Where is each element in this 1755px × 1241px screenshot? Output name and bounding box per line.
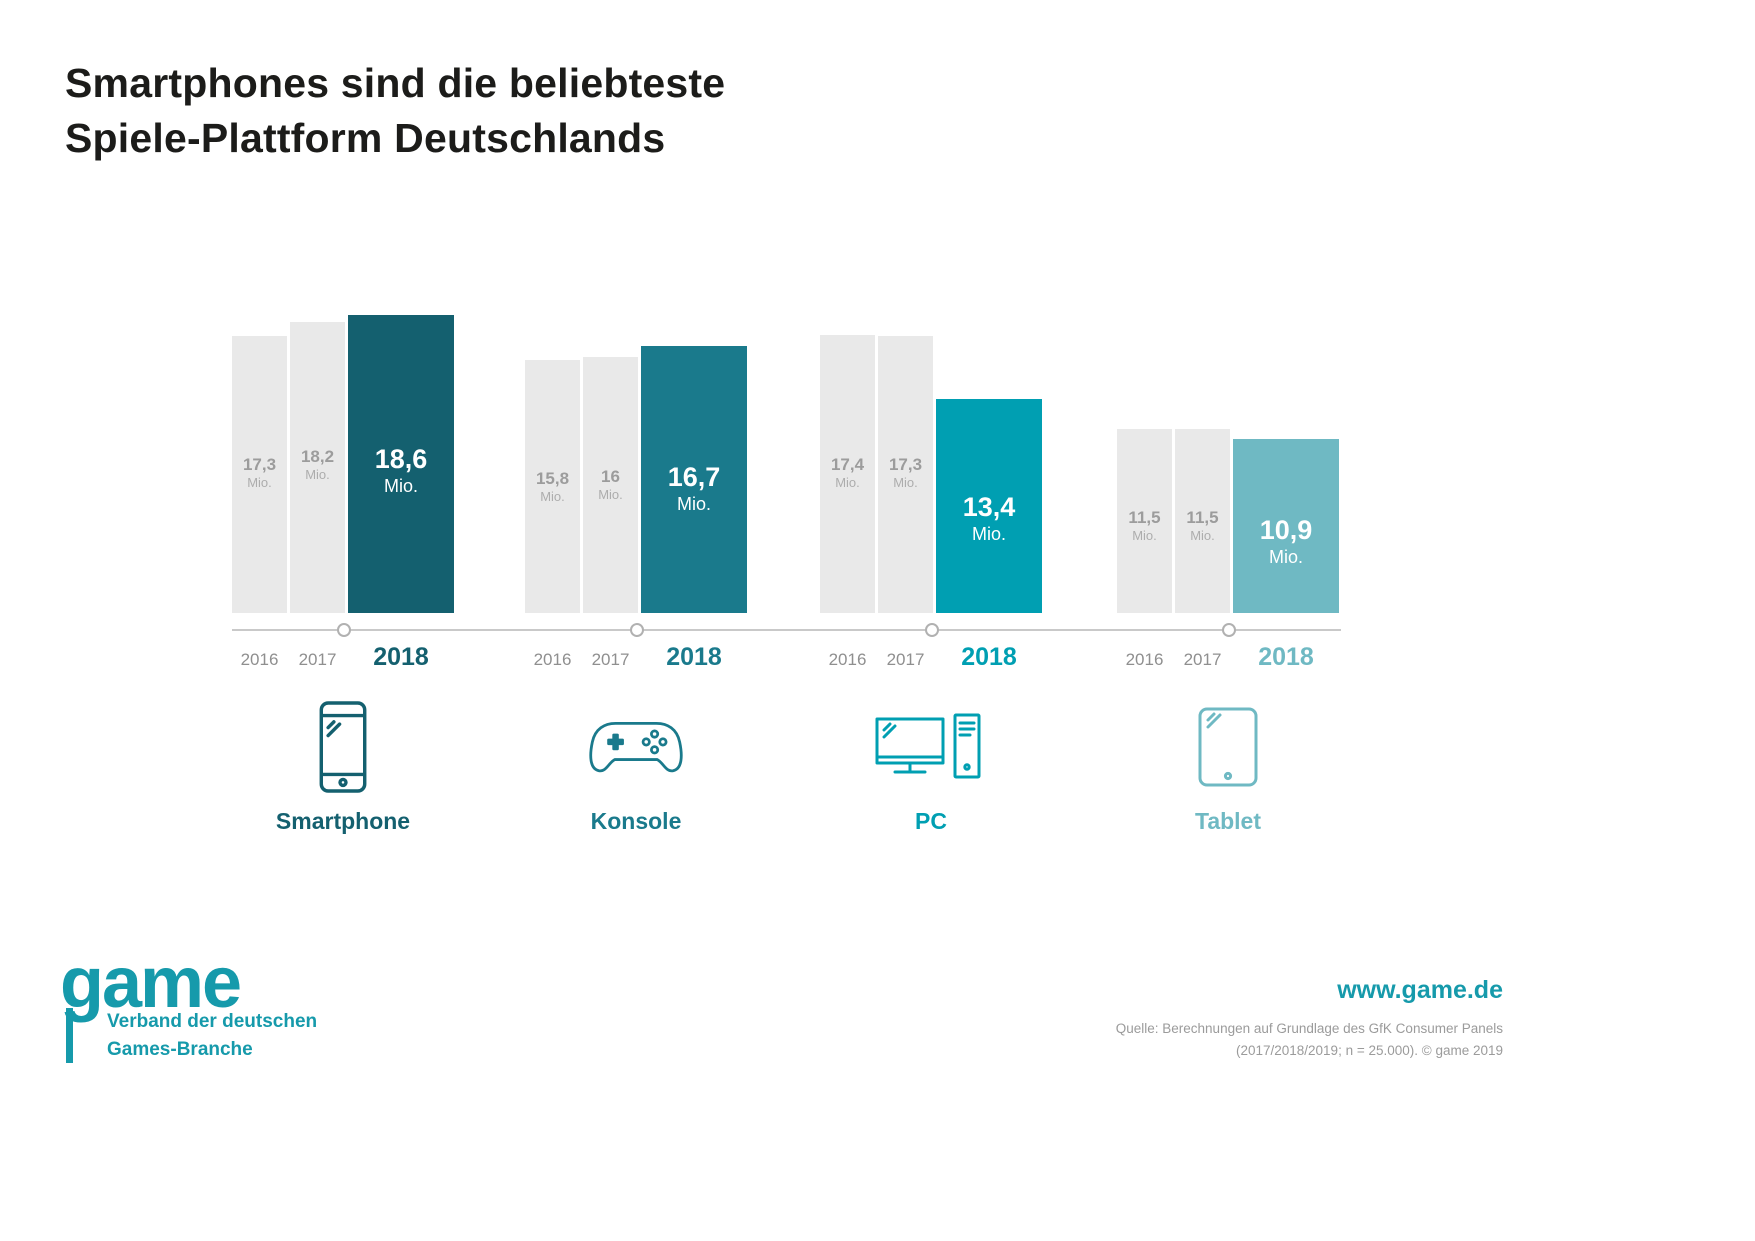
logo-subtitle-line-1: Verband der deutschen [107, 1011, 318, 1032]
bar-pc-2017: 17,3 Mio. [878, 336, 933, 613]
year-label-tablet-2016: 2016 [1125, 650, 1164, 669]
timeline-marker [925, 623, 939, 637]
year-label-pc-2018: 2018 [961, 643, 1017, 671]
timeline-marker [630, 623, 644, 637]
source-note: Quelle: Berechnungen auf Grundlage des G… [1116, 1018, 1503, 1061]
timeline-axis [232, 629, 1341, 631]
game-controller-icon [566, 698, 706, 796]
page-title: Smartphones sind die beliebteste Spiele-… [65, 56, 725, 165]
platform-label-smartphone: Smartphone [275, 808, 411, 834]
bar-value-label: 18,6 Mio. [348, 443, 454, 497]
bar-unit: Mio. [383, 476, 418, 496]
desktop-pc-icon [861, 698, 1001, 796]
bar-value: 15,8 [535, 469, 570, 488]
year-label-pc-2016: 2016 [828, 650, 867, 669]
bar-value: 11,5 [1186, 508, 1219, 527]
website-link[interactable]: www.game.de [1337, 976, 1503, 1004]
bar-unit: Mio. [971, 524, 1006, 544]
bar-value-label: 11,5 Mio. [1117, 508, 1172, 544]
bar-unit: Mio. [305, 467, 330, 482]
tablet-icon [1158, 698, 1298, 796]
source-line-1: Quelle: Berechnungen auf Grundlage des G… [1115, 1021, 1503, 1036]
bar-unit: Mio. [835, 475, 860, 490]
bar-smartphone-2017: 18,2 Mio. [290, 322, 345, 613]
bar-value: 11,5 [1128, 508, 1161, 527]
bar-konsole-2016: 15,8 Mio. [525, 360, 580, 613]
timeline-marker [1222, 623, 1236, 637]
bar-value-label: 17,3 Mio. [878, 455, 933, 491]
bar-value: 16,7 [667, 462, 721, 492]
bar-value-label: 16,7 Mio. [641, 461, 747, 515]
platform-label-pc: PC [915, 808, 947, 834]
bar-value-label: 17,3 Mio. [232, 455, 287, 491]
bar-unit: Mio. [893, 475, 918, 490]
bar-value-label: 15,8 Mio. [525, 469, 580, 505]
year-label-smartphone-2017: 2017 [298, 650, 337, 669]
bar-value: 17,4 [830, 455, 865, 474]
bar-value-label: 13,4 Mio. [936, 491, 1042, 545]
bar-value-label: 17,4 Mio. [820, 455, 875, 491]
timeline-marker [337, 623, 351, 637]
game-logo: game [60, 943, 242, 1023]
year-label-smartphone-2016: 2016 [240, 650, 279, 669]
smartphone-icon [273, 698, 413, 796]
bar-value: 18,6 [374, 444, 428, 474]
bar-value-label: 18,2 Mio. [290, 447, 345, 483]
bar-tablet-2016: 11,5 Mio. [1117, 429, 1172, 613]
bar-unit: Mio. [1132, 528, 1157, 543]
bar-unit: Mio. [1268, 547, 1303, 567]
bar-value: 17,3 [242, 455, 277, 474]
bar-konsole-2018: 16,7 Mio. [641, 346, 747, 613]
bar-unit: Mio. [540, 489, 565, 504]
logo-subtitle-text: Verband der deutschen Games-Branche [107, 1008, 317, 1063]
platform-label-tablet: Tablet [1194, 808, 1262, 834]
title-line-2: Spiele-Plattform Deutschlands [65, 114, 666, 161]
bar-value: 18,2 [300, 447, 335, 466]
title-line-1: Smartphones sind die beliebteste [65, 60, 726, 106]
bar-value-label: 11,5 Mio. [1175, 508, 1230, 544]
bar-tablet-2017: 11,5 Mio. [1175, 429, 1230, 613]
platform-label-konsole: Konsole [590, 808, 682, 834]
bar-value: 13,4 [962, 492, 1016, 522]
bar-pc-2016: 17,4 Mio. [820, 335, 875, 613]
bar-unit: Mio. [1190, 528, 1215, 543]
bar-smartphone-2018: 18,6 Mio. [348, 315, 454, 613]
bar-smartphone-2016: 17,3 Mio. [232, 336, 287, 613]
year-label-tablet-2018: 2018 [1258, 643, 1314, 671]
year-label-konsole-2018: 2018 [666, 643, 722, 671]
year-label-konsole-2016: 2016 [533, 650, 572, 669]
logo-subtitle-line-2: Games-Branche [107, 1038, 253, 1060]
year-label-smartphone-2018: 2018 [373, 643, 429, 671]
logo-subtitle: Verband der deutschen Games-Branche [66, 1008, 317, 1064]
logo-accent-bar [66, 1008, 73, 1064]
year-label-tablet-2017: 2017 [1183, 650, 1222, 669]
bar-value: 16 [601, 467, 620, 486]
bar-konsole-2017: 16 Mio. [583, 357, 638, 613]
bar-tablet-2018: 10,9 Mio. [1233, 439, 1339, 613]
year-label-pc-2017: 2017 [886, 650, 925, 669]
bar-value: 17,3 [888, 455, 923, 474]
bar-value-label: 10,9 Mio. [1233, 514, 1339, 568]
bar-pc-2018: 13,4 Mio. [936, 399, 1042, 613]
source-line-2: (2017/2018/2019; n = 25.000). © game 201… [1235, 1042, 1503, 1058]
bar-unit: Mio. [598, 487, 623, 502]
bar-value: 10,9 [1259, 515, 1313, 545]
bar-value-label: 16 Mio. [583, 467, 638, 503]
bar-unit: Mio. [247, 475, 272, 490]
year-label-konsole-2017: 2017 [591, 650, 630, 669]
bar-unit: Mio. [676, 494, 711, 514]
